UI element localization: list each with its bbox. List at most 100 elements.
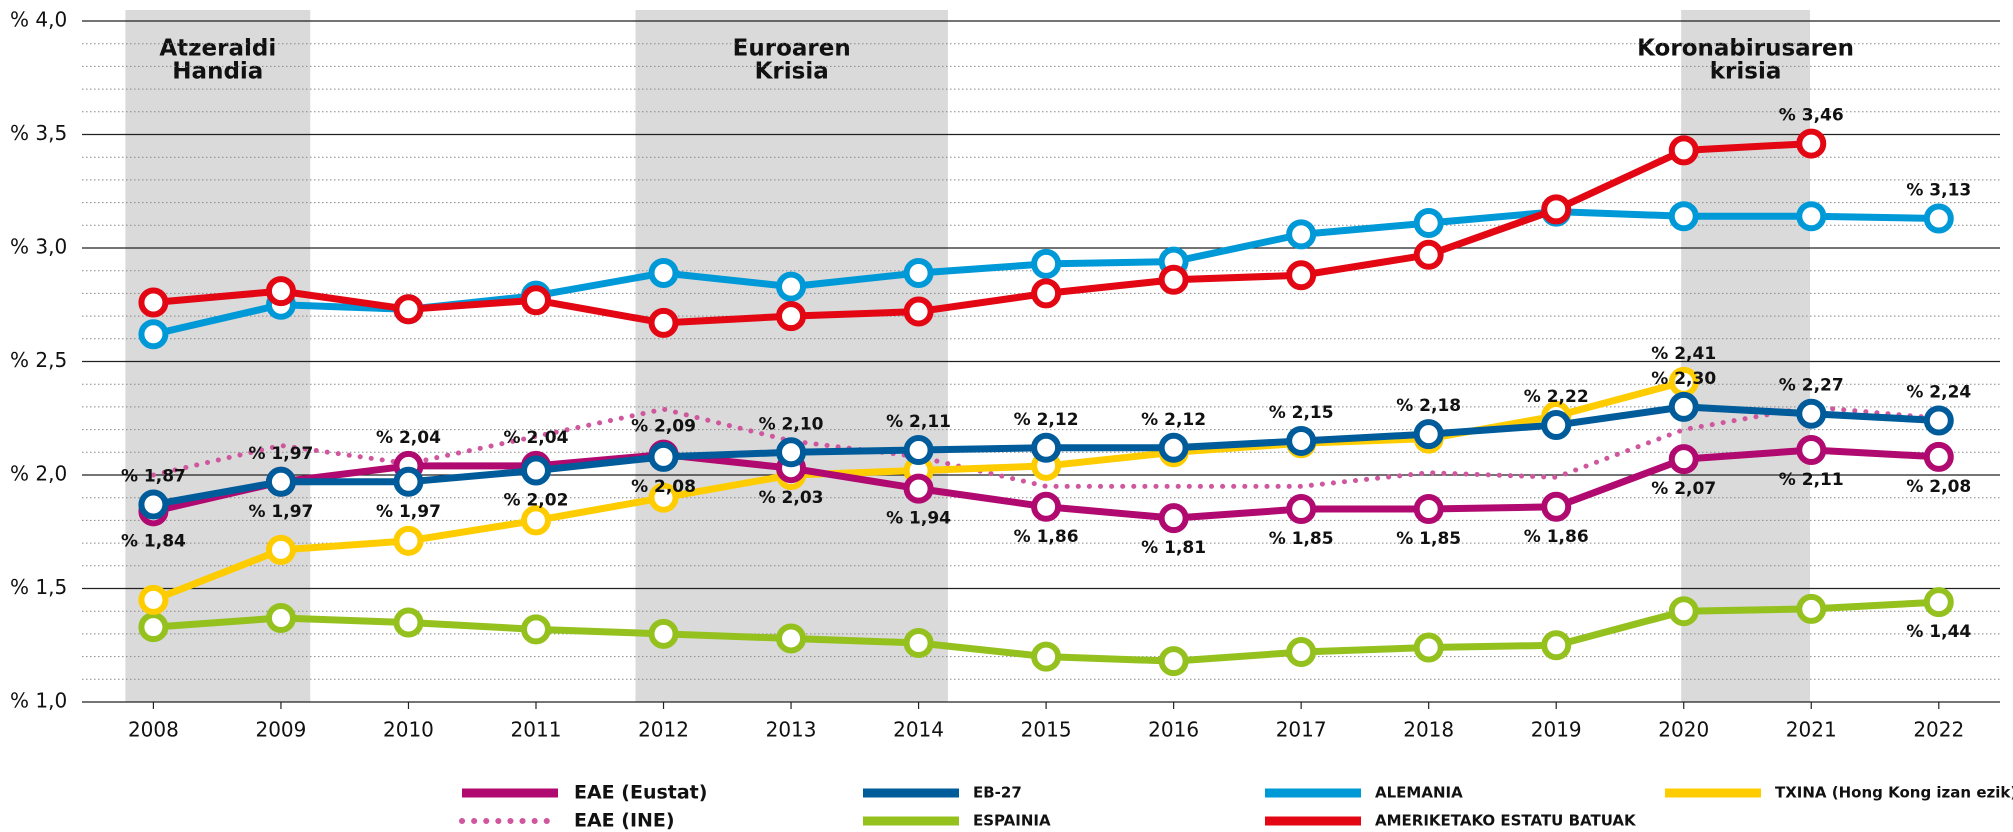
point-marker bbox=[1158, 503, 1189, 534]
value-label: % 1,81 bbox=[1141, 538, 1206, 558]
point-marker bbox=[138, 287, 169, 318]
value-label: % 3,46 bbox=[1779, 106, 1844, 126]
value-label: % 2,08 bbox=[631, 477, 696, 497]
y-tick-label: % 1,5 bbox=[10, 575, 67, 599]
point-marker bbox=[520, 614, 551, 645]
y-tick-label: % 4,0 bbox=[10, 8, 67, 32]
point-marker bbox=[520, 505, 551, 536]
legend-label: ESPAINIA bbox=[973, 812, 1051, 830]
x-tick-label: 2008 bbox=[128, 718, 179, 742]
x-tick-label: 2010 bbox=[383, 718, 434, 742]
point-marker bbox=[265, 534, 296, 565]
point-marker bbox=[1031, 491, 1062, 522]
point-marker bbox=[1413, 419, 1444, 450]
point-marker bbox=[1413, 632, 1444, 663]
point-marker bbox=[648, 441, 679, 472]
value-label: % 2,03 bbox=[759, 488, 824, 508]
period-label: Atzeraldi bbox=[159, 36, 276, 62]
point-marker bbox=[648, 482, 679, 513]
point-marker bbox=[903, 257, 934, 288]
legend-label: EAE (INE) bbox=[574, 810, 675, 832]
point-marker bbox=[1286, 219, 1317, 250]
x-tick-label: 2019 bbox=[1531, 718, 1582, 742]
point-marker bbox=[776, 301, 807, 332]
point-marker bbox=[1668, 201, 1699, 232]
point-marker bbox=[1413, 208, 1444, 239]
series-line bbox=[150, 404, 1942, 489]
shaded-period bbox=[635, 10, 948, 702]
point-marker bbox=[520, 455, 551, 486]
value-label: % 2,15 bbox=[1269, 403, 1334, 423]
y-tick-label: % 2,0 bbox=[10, 462, 67, 486]
point-marker bbox=[1031, 432, 1062, 463]
x-tick-label: 2015 bbox=[1021, 718, 1072, 742]
x-tick-label: 2011 bbox=[511, 718, 562, 742]
point-marker bbox=[138, 612, 169, 643]
point-marker bbox=[1668, 596, 1699, 627]
period-label: Koronabirusaren bbox=[1637, 36, 1854, 62]
point-marker bbox=[1031, 248, 1062, 279]
value-label: % 2,02 bbox=[504, 490, 569, 510]
point-marker bbox=[1158, 264, 1189, 295]
point-marker bbox=[1796, 435, 1827, 466]
point-marker bbox=[1286, 260, 1317, 291]
value-label: % 1,84 bbox=[121, 531, 186, 551]
value-label: % 2,11 bbox=[1779, 470, 1844, 490]
point-marker bbox=[138, 319, 169, 350]
point-marker bbox=[1796, 128, 1827, 159]
point-marker bbox=[1796, 201, 1827, 232]
y-tick-label: % 2,5 bbox=[10, 348, 67, 372]
point-marker bbox=[1158, 432, 1189, 463]
point-marker bbox=[393, 525, 424, 556]
value-label: % 1,86 bbox=[1014, 527, 1079, 547]
series-line bbox=[149, 140, 1815, 327]
point-marker bbox=[903, 473, 934, 504]
point-marker bbox=[648, 618, 679, 649]
point-marker bbox=[265, 276, 296, 307]
value-label: % 2,04 bbox=[376, 428, 441, 448]
y-tick-label: % 3,0 bbox=[10, 235, 67, 259]
x-tick-label: 2021 bbox=[1786, 718, 1837, 742]
point-marker bbox=[903, 296, 934, 327]
point-marker bbox=[138, 489, 169, 520]
x-tick-label: 2020 bbox=[1658, 718, 1709, 742]
value-label: % 2,12 bbox=[1014, 410, 1079, 430]
x-tick-label: 2017 bbox=[1276, 718, 1327, 742]
point-marker bbox=[1541, 630, 1572, 661]
shaded-period bbox=[1681, 10, 1810, 702]
x-tick-label: 2016 bbox=[1148, 718, 1199, 742]
point-marker bbox=[903, 627, 934, 658]
y-tick-label: % 1,0 bbox=[10, 689, 67, 713]
value-label: % 2,09 bbox=[631, 417, 696, 437]
point-marker bbox=[1923, 441, 1954, 472]
value-label: % 1,86 bbox=[1524, 527, 1589, 547]
point-marker bbox=[1413, 239, 1444, 270]
point-marker bbox=[1541, 491, 1572, 522]
value-label: % 2,07 bbox=[1651, 479, 1716, 499]
point-marker bbox=[1541, 194, 1572, 225]
point-marker bbox=[1286, 494, 1317, 525]
x-tick-label: 2012 bbox=[638, 718, 689, 742]
value-label: % 1,97 bbox=[376, 502, 441, 522]
point-marker bbox=[393, 294, 424, 325]
x-tick-label: 2018 bbox=[1403, 718, 1454, 742]
point-marker bbox=[265, 603, 296, 634]
point-marker bbox=[1796, 593, 1827, 624]
period-label: krisia bbox=[1710, 59, 1782, 85]
point-marker bbox=[1031, 278, 1062, 309]
point-marker bbox=[520, 285, 551, 316]
legend-label: TXINA (Hong Kong izan ezik) bbox=[1775, 784, 2013, 802]
value-label: % 1,97 bbox=[248, 444, 313, 464]
point-marker bbox=[648, 307, 679, 338]
point-marker bbox=[138, 584, 169, 615]
legend-label: ALEMANIA bbox=[1375, 784, 1463, 802]
point-marker bbox=[776, 271, 807, 302]
value-label: % 2,24 bbox=[1906, 383, 1971, 403]
x-tick-label: 2009 bbox=[255, 718, 306, 742]
point-marker bbox=[1923, 203, 1954, 234]
value-label: % 1,87 bbox=[121, 467, 186, 487]
point-marker bbox=[1923, 405, 1954, 436]
point-marker bbox=[1668, 444, 1699, 475]
point-marker bbox=[903, 435, 934, 466]
